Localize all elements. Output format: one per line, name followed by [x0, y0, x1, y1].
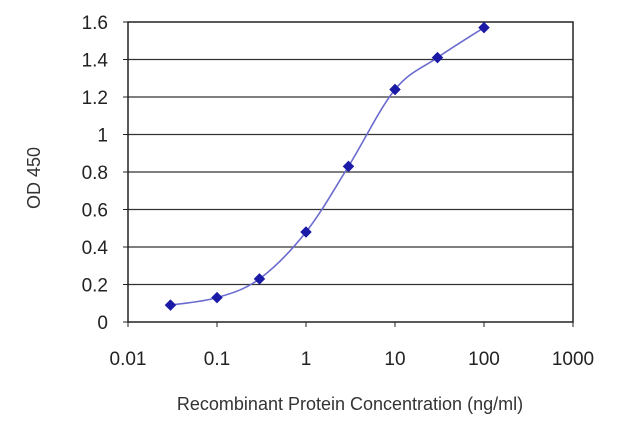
x-tick-label: 10 — [384, 349, 405, 370]
x-tick-label: 1000 — [552, 349, 594, 370]
y-tick-label: 1 — [97, 126, 108, 147]
data-point — [211, 291, 223, 304]
y-tick-label: 0.2 — [82, 276, 108, 297]
gridlines — [128, 58, 573, 286]
x-tick-label: 0.1 — [204, 349, 230, 370]
data-point — [300, 226, 312, 238]
x-axis-ticks: 0.01 0.1 1 10 100 1000 — [110, 322, 594, 370]
y-tick-label: 0.4 — [82, 238, 109, 259]
data-point — [478, 21, 490, 34]
y-tick-label: 1.2 — [82, 88, 108, 109]
y-axis-title: OD 450 — [24, 147, 44, 209]
y-tick-label: 0.6 — [82, 201, 108, 222]
y-tick-label: 1.4 — [82, 51, 109, 72]
x-axis-title: Recombinant Protein Concentration (ng/ml… — [177, 394, 523, 414]
x-tick-label: 100 — [468, 349, 500, 370]
y-tick-label: 0 — [97, 313, 108, 334]
data-point — [389, 83, 401, 96]
data-point — [253, 273, 266, 285]
x-tick-label: 1 — [301, 349, 312, 370]
y-axis-ticks: 0 0.2 0.4 0.6 0.8 1 1.2 1.4 1.6 — [82, 13, 128, 334]
data-points — [164, 21, 490, 311]
y-tick-label: 0.8 — [82, 163, 108, 184]
data-point — [342, 160, 355, 173]
y-tick-label: 1.6 — [82, 13, 108, 34]
x-tick-label: 0.01 — [110, 349, 147, 370]
data-point — [431, 51, 444, 64]
data-point — [164, 299, 177, 311]
fit-curve — [170, 26, 485, 306]
